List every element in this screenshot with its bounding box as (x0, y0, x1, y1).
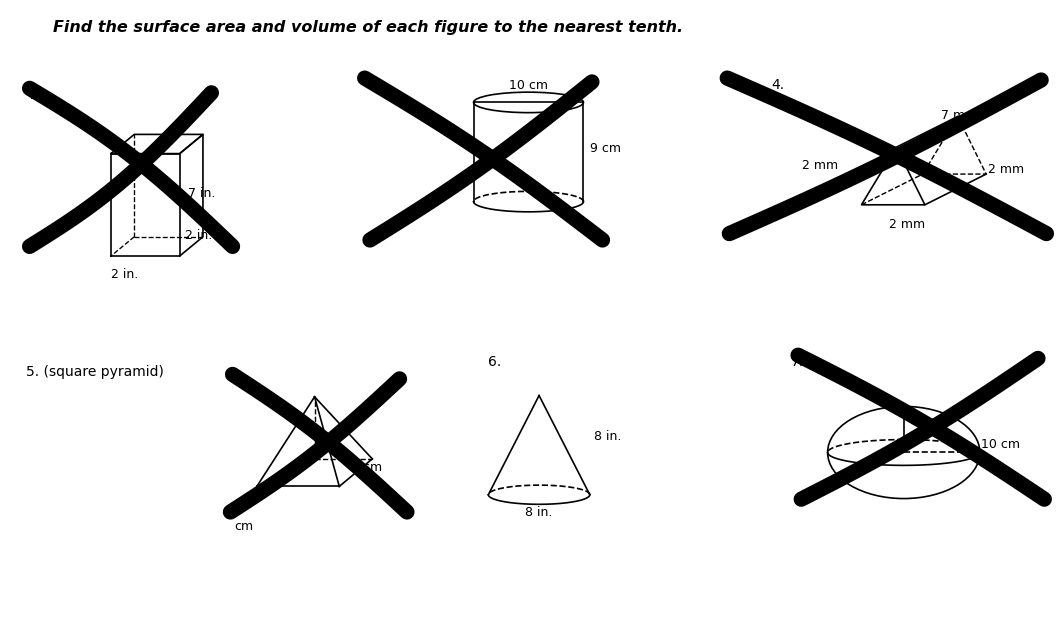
Text: 2 in.: 2 in. (111, 268, 138, 280)
Text: 2 mm: 2 mm (889, 218, 925, 230)
Text: 10 cm: 10 cm (509, 79, 548, 92)
Text: 10 cm: 10 cm (981, 438, 1020, 451)
Text: 2.: 2. (30, 88, 42, 102)
Text: 9 cm: 9 cm (590, 142, 620, 155)
Text: 8 in.: 8 in. (525, 506, 553, 518)
Text: 6.: 6. (488, 355, 502, 369)
Text: 4.: 4. (772, 78, 784, 92)
Text: 3.: 3. (372, 78, 385, 92)
Text: 8 in.: 8 in. (594, 430, 622, 443)
Text: 2 mm: 2 mm (802, 159, 838, 172)
Text: 7 mm: 7 mm (941, 109, 977, 122)
Text: 8 cm: 8 cm (351, 461, 382, 474)
Text: 2 mm: 2 mm (988, 163, 1024, 176)
Text: 7 in.: 7 in. (188, 187, 216, 200)
Text: 5. (square pyramid): 5. (square pyramid) (26, 365, 164, 379)
Text: Find the surface area and volume of each figure to the nearest tenth.: Find the surface area and volume of each… (53, 20, 683, 35)
Text: 7.: 7. (791, 355, 803, 369)
Text: 2 in.: 2 in. (185, 229, 212, 242)
Text: cm: cm (235, 520, 254, 532)
